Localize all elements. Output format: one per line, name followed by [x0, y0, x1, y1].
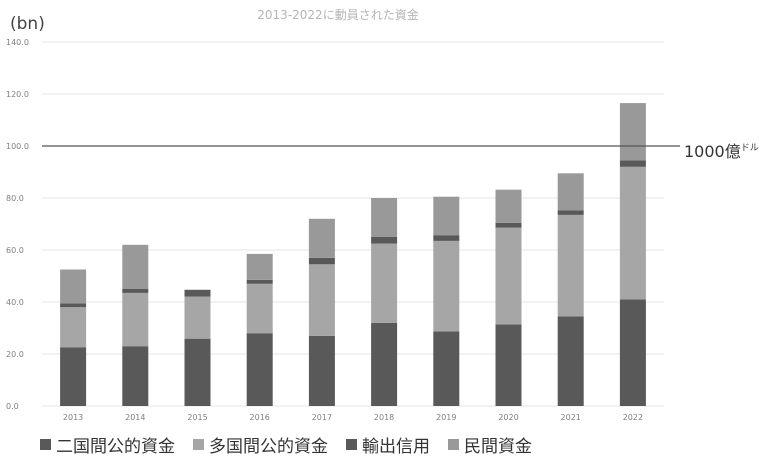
legend-item: 民間資金	[448, 432, 532, 457]
unit-label: (bn)	[10, 14, 45, 34]
bar-segment	[246, 279, 273, 284]
legend: 二国間公的資金 多国間公的資金 輸出信用 民間資金	[40, 432, 532, 457]
bar-segment	[619, 166, 646, 300]
bar-segment	[60, 347, 87, 406]
x-tick-label: 2013	[63, 413, 83, 422]
reference-line-label: 1000億ドル	[684, 142, 759, 161]
y-tick-label: 80.0	[6, 194, 24, 203]
bar-segment	[308, 257, 335, 265]
legend-item: 多国間公的資金	[193, 432, 328, 457]
bar-segment	[122, 289, 149, 293]
bar-segment	[308, 335, 335, 406]
x-tick-label: 2016	[250, 413, 270, 422]
bar-segment	[433, 240, 460, 332]
x-tick-label: 2017	[312, 413, 332, 422]
x-tick-label: 2021	[561, 413, 581, 422]
x-tick-label: 2019	[436, 413, 456, 422]
bar-segment	[371, 237, 398, 244]
bar-segment	[246, 253, 273, 280]
bar-segment	[246, 283, 273, 334]
legend-label: 二国間公的資金	[56, 437, 175, 457]
bar-segment	[246, 333, 273, 406]
bar-segment	[371, 243, 398, 323]
y-tick-label: 0.0	[6, 402, 19, 411]
y-tick-label: 60.0	[6, 246, 24, 255]
bar-segment	[60, 307, 87, 348]
bar-segment	[495, 189, 522, 223]
bar-segment	[122, 346, 149, 406]
y-tick-label: 100.0	[6, 142, 29, 151]
x-tick-label: 2014	[125, 413, 145, 422]
x-tick-label: 2018	[374, 413, 394, 422]
bar-segment	[433, 196, 460, 236]
bar-segment	[557, 214, 584, 317]
bar-segment	[122, 244, 149, 289]
y-tick-label: 20.0	[6, 350, 24, 359]
bar-segment	[60, 269, 87, 304]
y-tick-label: 40.0	[6, 298, 24, 307]
legend-swatch	[346, 439, 357, 450]
bar-segment	[619, 299, 646, 406]
legend-item: 輸出信用	[346, 432, 430, 457]
legend-swatch	[448, 439, 459, 450]
bar-segment	[184, 296, 211, 339]
legend-label: 輸出信用	[362, 437, 430, 457]
bar-segment	[557, 210, 584, 215]
bar-segment	[308, 218, 335, 258]
bar-segment	[557, 316, 584, 406]
bar-segment	[619, 103, 646, 161]
bar-segment	[495, 227, 522, 325]
bar-segment	[433, 331, 460, 406]
y-tick-label: 140.0	[6, 38, 29, 47]
chart-title: 2013-2022に動員された資金	[257, 8, 419, 22]
bar-segment	[495, 324, 522, 406]
x-tick-label: 2020	[498, 413, 518, 422]
x-tick-label: 2015	[187, 413, 207, 422]
legend-item: 二国間公的資金	[40, 432, 175, 457]
bar-segment	[371, 198, 398, 237]
bar-segment	[308, 264, 335, 336]
bar-segment	[184, 338, 211, 406]
bar-segment	[495, 222, 522, 228]
legend-label: 民間資金	[464, 437, 532, 457]
bar-segment	[184, 289, 211, 297]
bar-segment	[433, 235, 460, 241]
y-tick-label: 120.0	[6, 90, 29, 99]
legend-label: 多国間公的資金	[209, 437, 328, 457]
x-tick-label: 2022	[623, 413, 643, 422]
bar-segment	[60, 303, 87, 308]
legend-swatch	[193, 439, 204, 450]
bar-segment	[557, 173, 584, 211]
bar-segment	[619, 160, 646, 167]
bar-segment	[371, 322, 398, 406]
bar-segment	[122, 292, 149, 347]
legend-swatch	[40, 439, 51, 450]
